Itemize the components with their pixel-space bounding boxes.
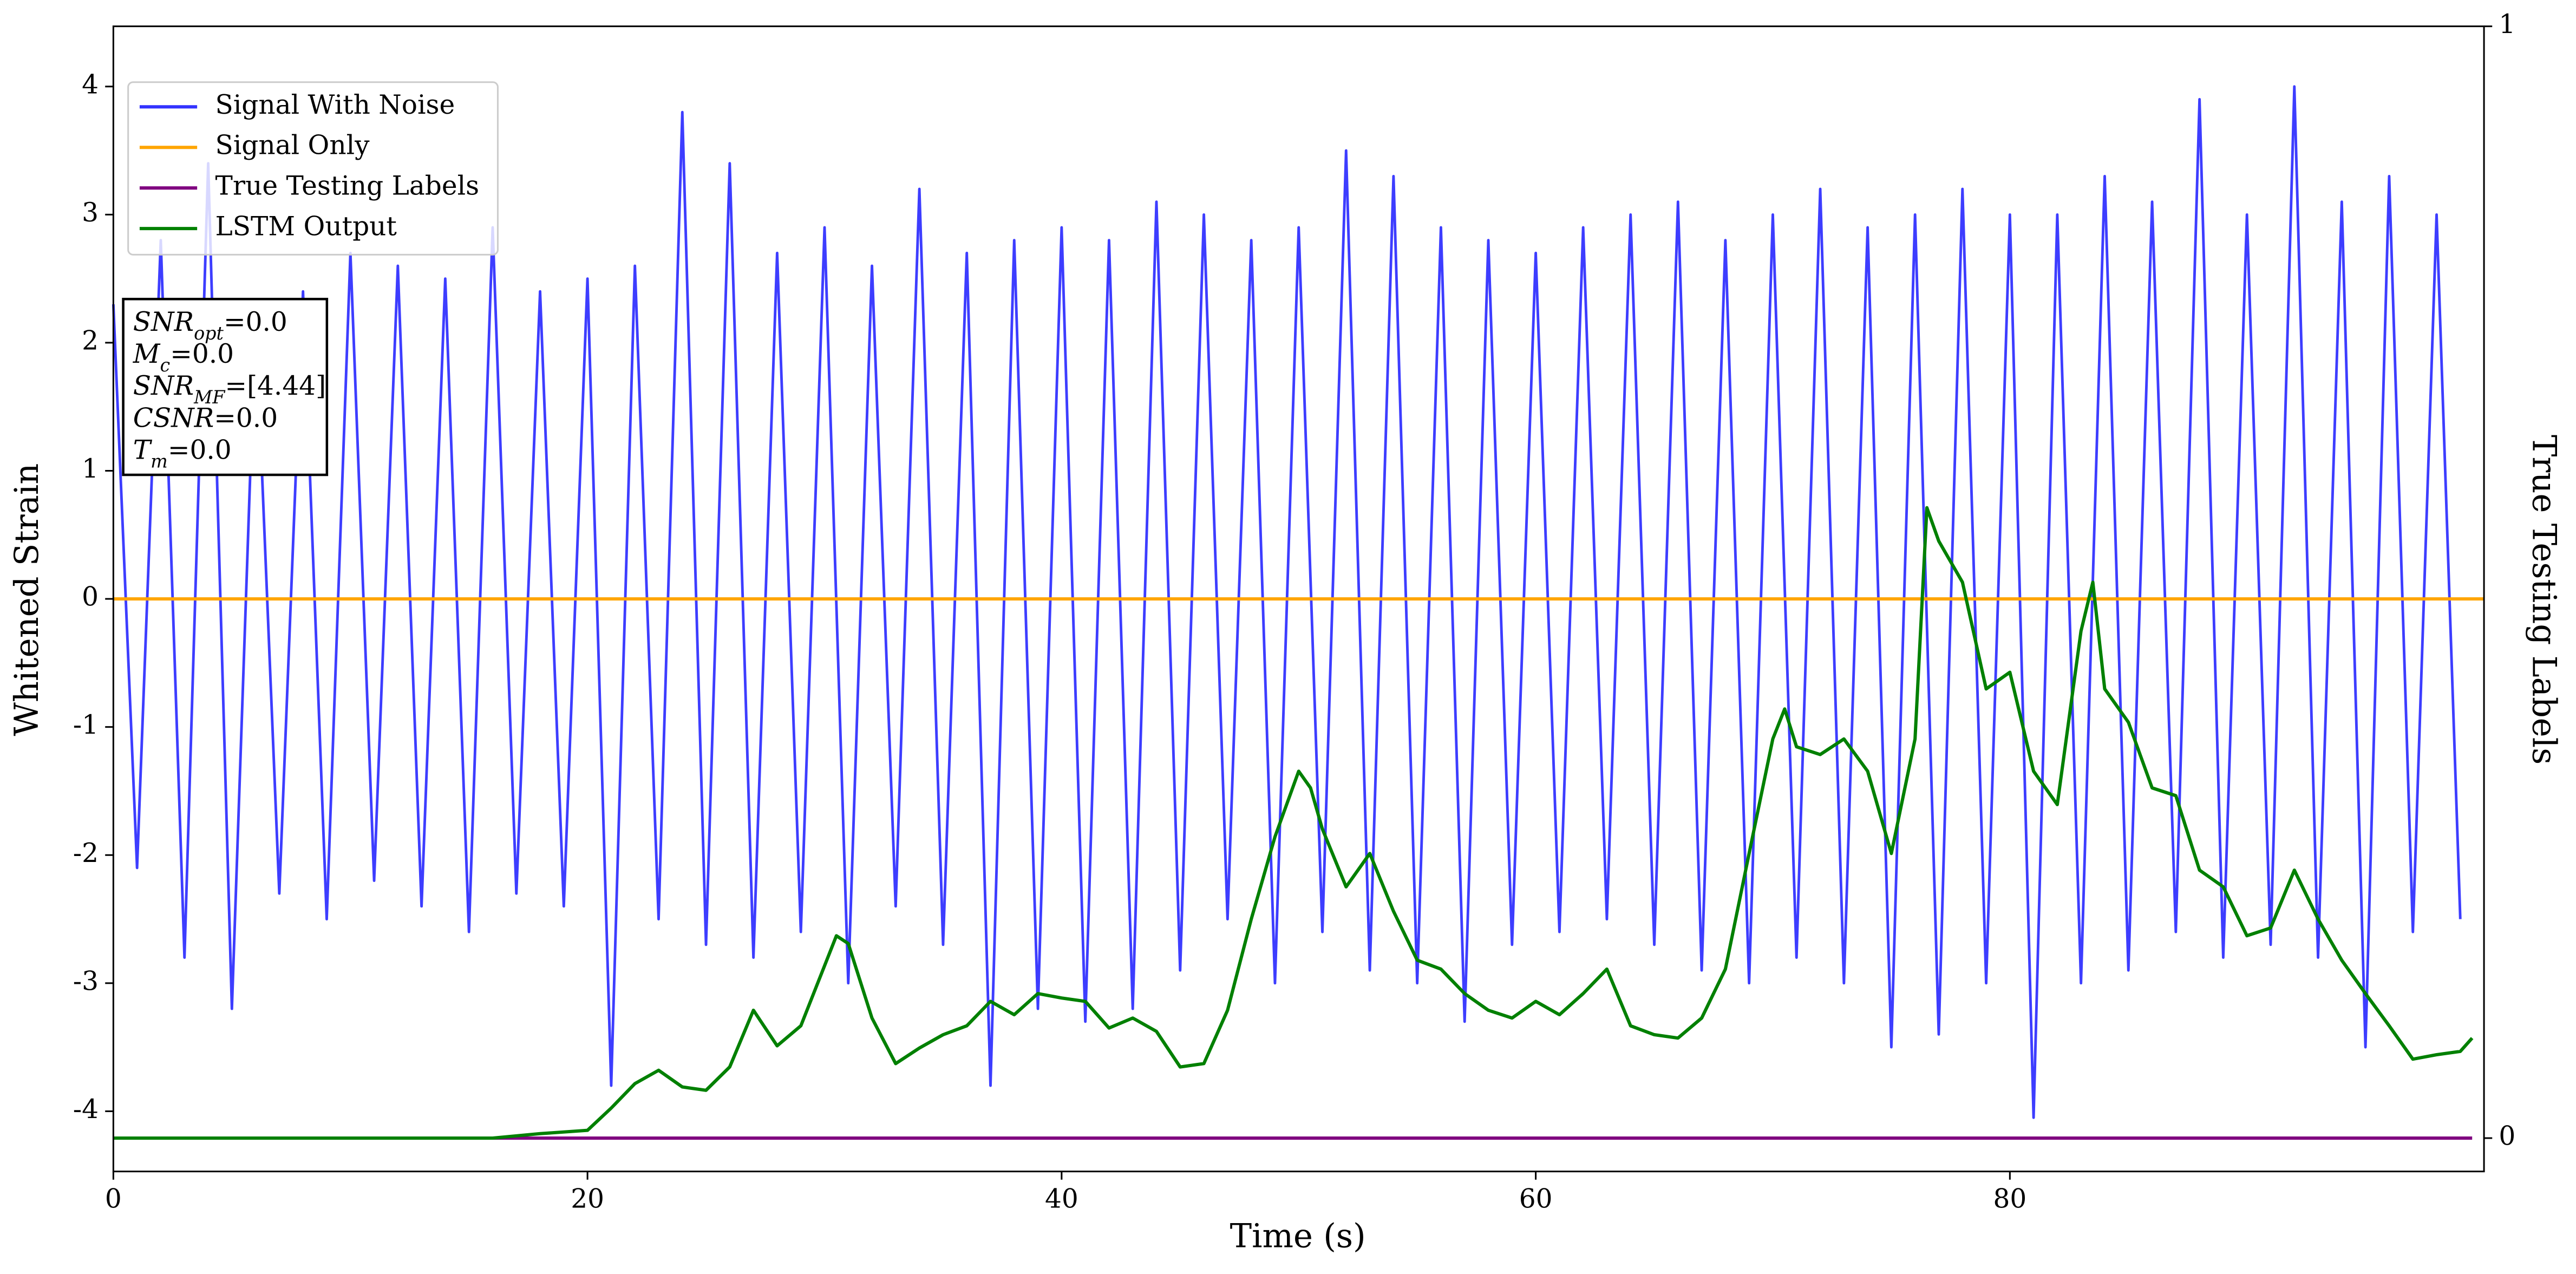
annotation-subscript: opt bbox=[194, 322, 224, 343]
y-tick-label: 1 bbox=[82, 454, 99, 484]
annotation-box bbox=[122, 298, 329, 476]
y-tick-label: -2 bbox=[73, 838, 99, 868]
legend: Signal With Noise Signal Only True Testing… bbox=[127, 81, 499, 256]
x-tick-label: 60 bbox=[1519, 1184, 1553, 1214]
annotation-line: Tm=0.0 bbox=[133, 435, 232, 472]
annotation-line: SNRMF=[4.44] bbox=[133, 371, 326, 408]
plot-area bbox=[112, 85, 2485, 1140]
y-tick-label: 2 bbox=[82, 325, 99, 356]
legend-label: Signal Only bbox=[215, 130, 370, 161]
y2-axis-label: True Testing Labels bbox=[2525, 435, 2563, 765]
y-tick-label: -1 bbox=[73, 710, 99, 740]
annotation-value: =0.0 bbox=[170, 339, 234, 369]
x-axis-label: Time (s) bbox=[1230, 1218, 1366, 1256]
annotation-value: =[4.44] bbox=[225, 371, 326, 401]
annotation-value: =0.0 bbox=[224, 306, 287, 337]
annotation-value: =0.0 bbox=[168, 435, 232, 465]
legend-box bbox=[127, 81, 499, 256]
annotation-symbol: SNR bbox=[133, 371, 194, 401]
x-tick-label: 40 bbox=[1045, 1184, 1078, 1214]
y-tick-label: -3 bbox=[73, 966, 99, 996]
annotation-symbol: SNR bbox=[133, 306, 194, 337]
y2-tick-label: 0 bbox=[2499, 1121, 2515, 1152]
y-tick-label: -4 bbox=[73, 1094, 99, 1125]
y2-tick-label: 1 bbox=[2499, 9, 2515, 40]
y-axis-label: Whitened Strain bbox=[8, 463, 46, 736]
annotation-line: SNRopt=0.0 bbox=[133, 306, 287, 343]
x-tick-label: 80 bbox=[1993, 1184, 2026, 1214]
legend-label: LSTM Output bbox=[215, 212, 397, 242]
series-line bbox=[113, 506, 2474, 1140]
annotation-symbol: T bbox=[133, 435, 153, 465]
annotation: SNRopt=0.0Mc=0.0SNRMF=[4.44]CSNR=0.0Tm=0… bbox=[122, 298, 329, 476]
legend-label: True Testing Labels bbox=[215, 171, 480, 201]
annotation-subscript: c bbox=[160, 355, 171, 376]
annotation-line: Mc=0.0 bbox=[133, 339, 234, 376]
legend-label: Signal With Noise bbox=[215, 90, 455, 120]
annotation-symbol: CSNR bbox=[133, 403, 214, 433]
y-tick-label: 3 bbox=[82, 198, 99, 228]
annotation-subscript: m bbox=[151, 450, 168, 472]
x-tick-label: 0 bbox=[105, 1184, 122, 1214]
annotation-line: CSNR=0.0 bbox=[133, 403, 278, 433]
annotation-subscript: MF bbox=[193, 387, 226, 408]
x-tick-label: 20 bbox=[571, 1184, 604, 1214]
annotation-value: =0.0 bbox=[214, 403, 278, 433]
y-tick-label: 4 bbox=[82, 69, 99, 100]
annotation-symbol: M bbox=[133, 339, 161, 369]
y-tick-label: 0 bbox=[82, 582, 99, 612]
